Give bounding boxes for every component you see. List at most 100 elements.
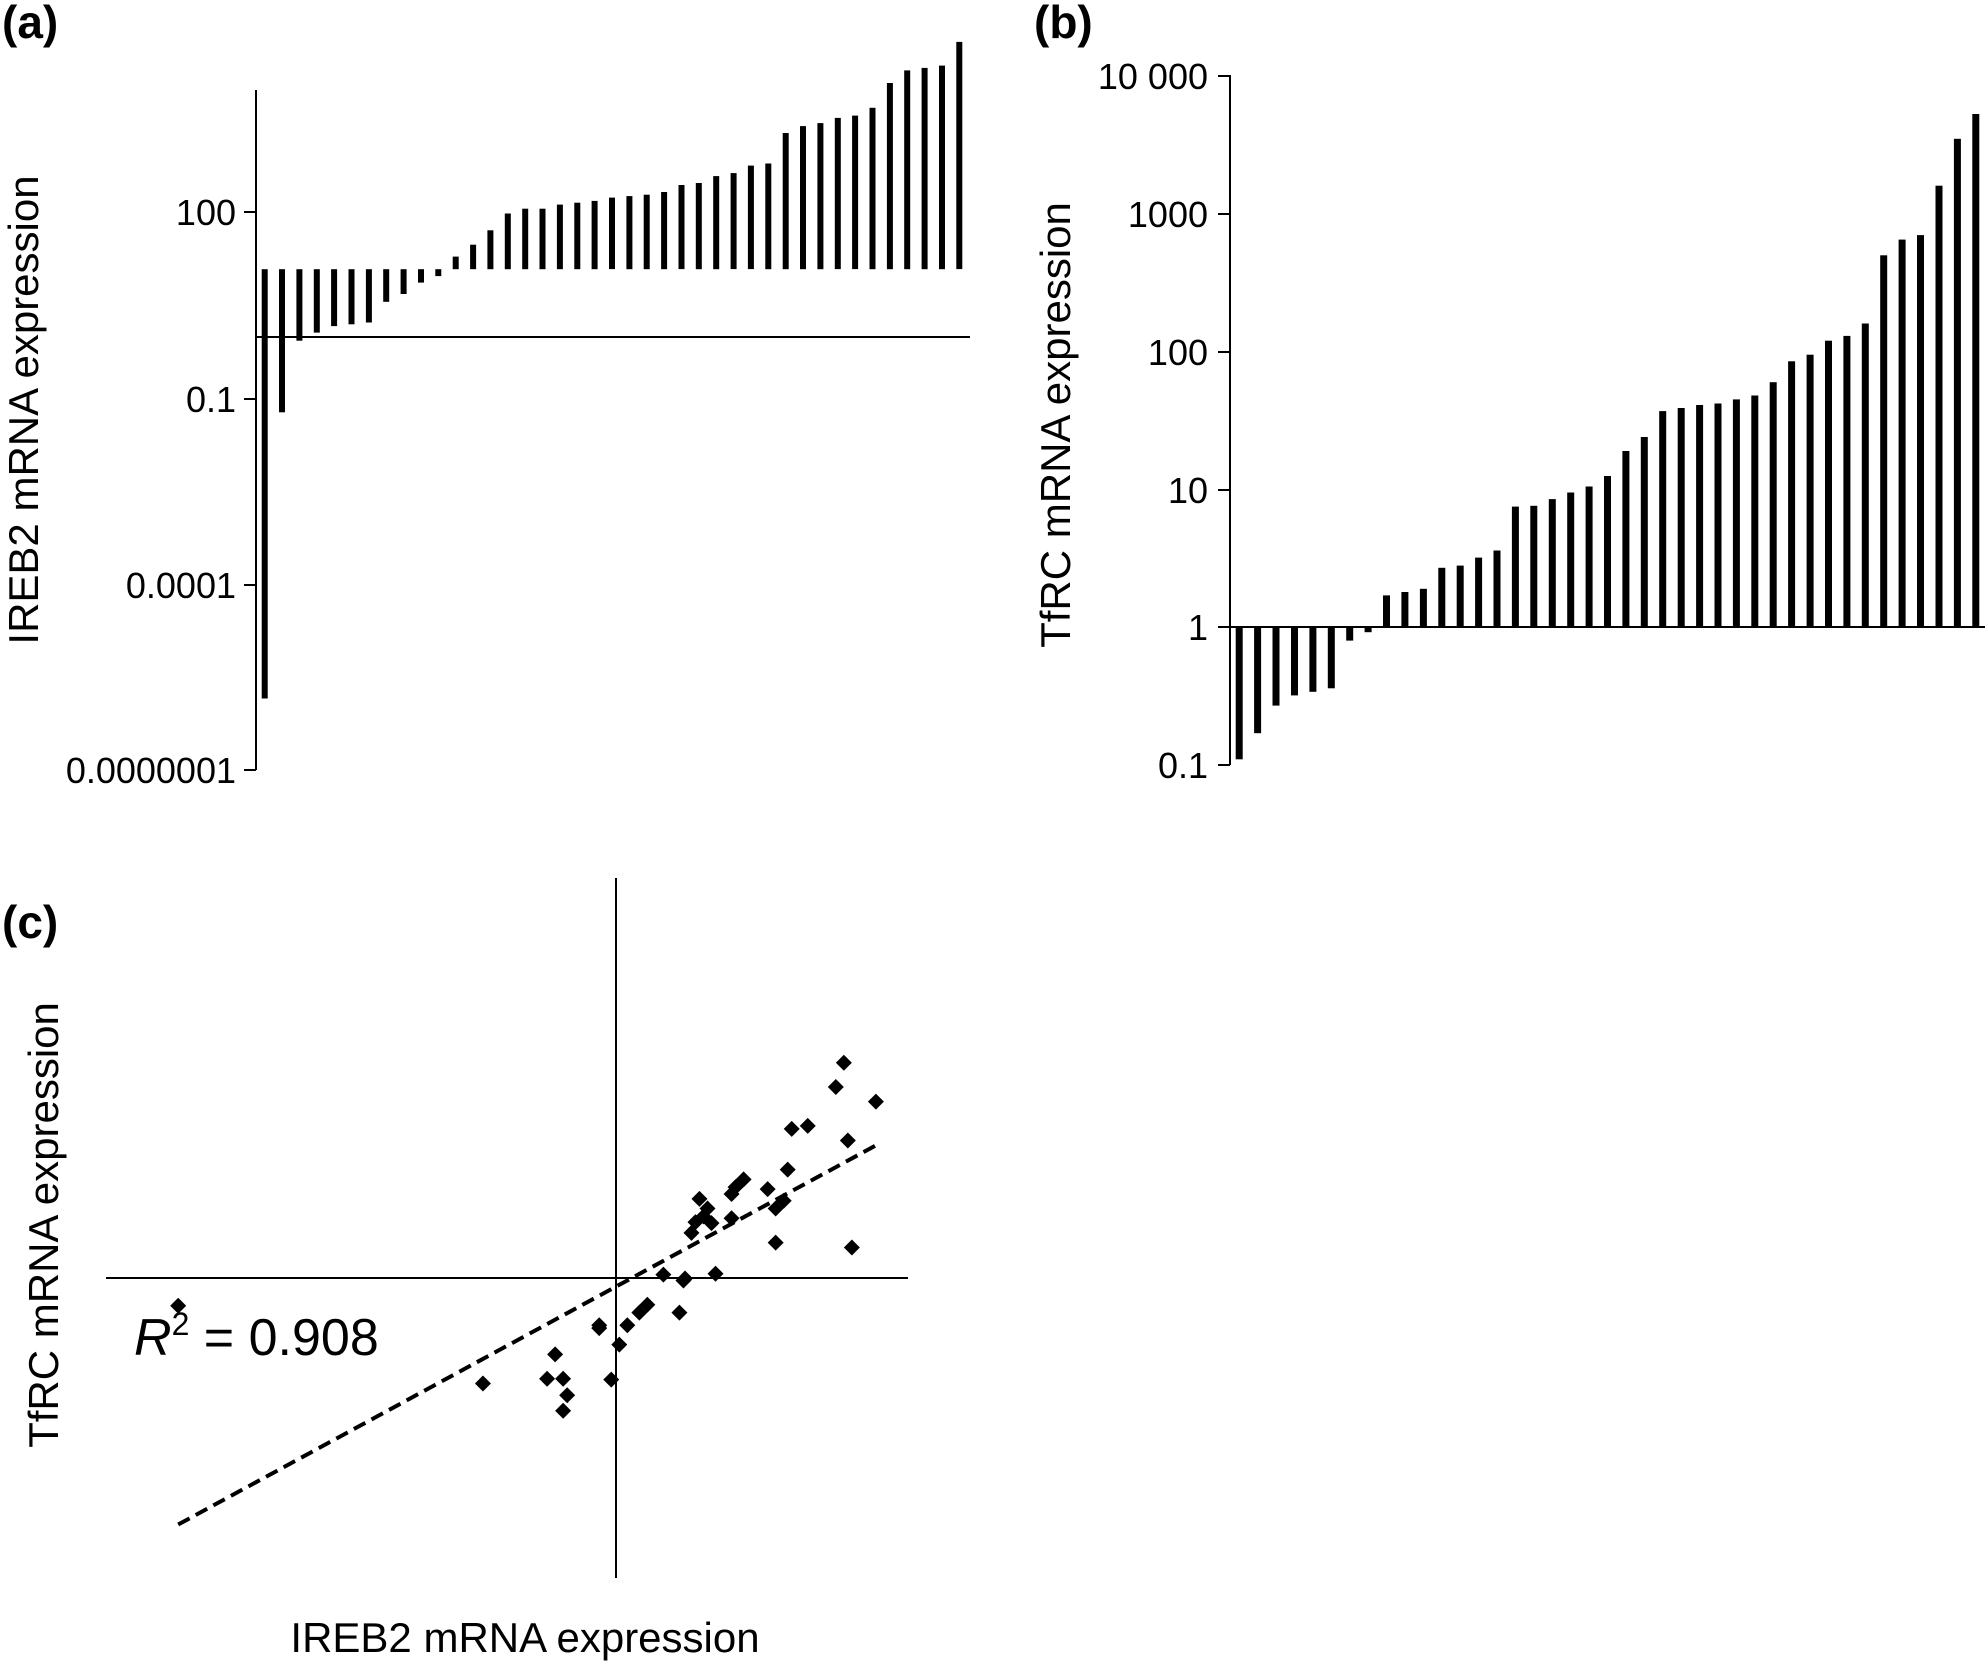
panel-a-bar — [747, 165, 754, 270]
panel-b-bar — [1769, 382, 1777, 628]
panel-a-bar — [678, 185, 685, 270]
panel-b: (b) TfRC mRNA expression 10 000 1000 100… — [1032, 0, 1985, 786]
scatter-point — [170, 1297, 187, 1314]
panel-b-bar — [1364, 627, 1372, 633]
panel-a-tick-label: 0.0001 — [126, 565, 236, 606]
scatter-point — [639, 1296, 656, 1313]
panel-a-bar — [418, 269, 424, 283]
panel-b-bar — [1383, 595, 1390, 628]
scatter-point — [677, 1270, 694, 1287]
panel-a-bar — [834, 117, 841, 270]
panel-a-bar — [348, 269, 355, 325]
panel-b-bar — [1732, 399, 1740, 628]
scatter-point — [839, 1132, 856, 1149]
scatter-point — [671, 1304, 688, 1321]
scatter-point — [707, 1265, 724, 1282]
panel-b-bar — [1861, 323, 1869, 628]
panel-b-bar — [1604, 476, 1611, 628]
panel-a-bar — [956, 41, 963, 270]
panel-a-bar — [539, 208, 546, 270]
panel-b-tick-label: 10 000 — [1098, 56, 1208, 97]
panel-c-y-axis-title: TfRC mRNA expression — [20, 1002, 67, 1448]
panel-a-bar — [313, 269, 320, 333]
panel-b-y-axis-title: TfRC mRNA expression — [1032, 202, 1079, 648]
panel-a-bar — [504, 213, 511, 270]
panel-a-bar — [869, 107, 876, 270]
panel-a-bar — [279, 269, 285, 413]
scatter-point — [559, 1387, 576, 1404]
panel-b-bar — [1898, 239, 1906, 628]
panel-b-bars — [1235, 114, 1980, 760]
scatter-point — [783, 1120, 800, 1137]
panel-a-bar — [452, 256, 459, 270]
scatter-point — [703, 1215, 720, 1232]
panel-a-bar — [591, 200, 598, 270]
panel-b-bar — [1677, 408, 1685, 628]
scatter-point — [555, 1402, 572, 1419]
panel-b-bar — [1419, 588, 1427, 628]
panel-a-bar — [921, 67, 928, 270]
panel-b-bar — [1640, 437, 1648, 628]
panel-b-bar — [1475, 557, 1483, 628]
panel-a-bar — [556, 204, 563, 270]
panel-a-bar — [400, 269, 407, 294]
panel-b-bar — [1806, 354, 1814, 628]
panel-a-bar — [626, 196, 633, 270]
panel-a: (a) IREB2 mRNA expression 100 0.1 0.0001… — [0, 0, 970, 791]
scatter-point — [799, 1117, 816, 1134]
scatter-point — [779, 1161, 796, 1178]
panel-b-tick-label: 1000 — [1128, 194, 1208, 235]
panel-b-label: (b) — [1034, 0, 1093, 48]
panel-b-bar — [1401, 592, 1409, 628]
panel-b-tick-label: 100 — [1148, 332, 1208, 373]
scatter-point — [767, 1234, 784, 1251]
panel-b-bar — [1935, 185, 1943, 628]
panel-c-label: (c) — [2, 896, 58, 948]
panel-a-bar — [904, 70, 911, 270]
panel-b-bar — [1843, 335, 1851, 628]
panel-a-bars — [261, 41, 963, 699]
panel-b-tick-label: 10 — [1168, 470, 1208, 511]
panel-b-bar — [1953, 138, 1961, 628]
panel-a-bar — [522, 208, 529, 270]
panel-b-bar — [1493, 550, 1501, 628]
panel-a-bar — [765, 163, 772, 270]
panel-b-bar — [1880, 255, 1888, 628]
panel-b-bar — [1696, 405, 1704, 628]
scatter-point — [723, 1210, 740, 1227]
r-squared-annotation: R2 = 0.908 — [134, 1306, 379, 1367]
panel-a-bar — [643, 194, 650, 270]
panel-b-bar — [1567, 492, 1575, 628]
panel-a-tick-label: 0.0000001 — [66, 750, 236, 791]
panel-a-bar — [383, 269, 390, 302]
panel-a-tick-label: 100 — [176, 192, 236, 233]
scatter-point — [619, 1317, 636, 1334]
scatter-point — [735, 1171, 752, 1188]
scatter-point — [474, 1375, 491, 1392]
panel-b-bar — [1346, 627, 1354, 641]
panel-b-bar — [1972, 114, 1980, 628]
scatter-point — [835, 1054, 852, 1071]
scatter-point — [843, 1239, 860, 1256]
scatter-point — [759, 1181, 776, 1198]
scatter-point — [611, 1336, 628, 1353]
panel-a-bar — [800, 126, 806, 270]
panel-a-bar — [435, 269, 442, 277]
scatter-point — [867, 1093, 884, 1110]
panel-b-bar — [1917, 235, 1924, 628]
trendline — [177, 1143, 877, 1527]
panel-b-bar — [1327, 627, 1335, 689]
panel-a-bar — [470, 244, 477, 270]
panel-b-bar — [1714, 403, 1722, 628]
panel-a-bar — [852, 115, 859, 270]
scatter-point — [555, 1370, 572, 1387]
scatter-point — [827, 1079, 844, 1096]
panel-c: (c) TfRC mRNA expression IREB2 mRNA expr… — [2, 878, 908, 1661]
panel-a-bar — [365, 269, 372, 323]
panel-a-bar — [574, 202, 581, 270]
scatter-point — [691, 1190, 708, 1207]
panel-b-bar — [1530, 505, 1538, 628]
panel-a-y-axis-title: IREB2 mRNA expression — [0, 175, 47, 644]
panel-b-bar — [1585, 486, 1593, 628]
